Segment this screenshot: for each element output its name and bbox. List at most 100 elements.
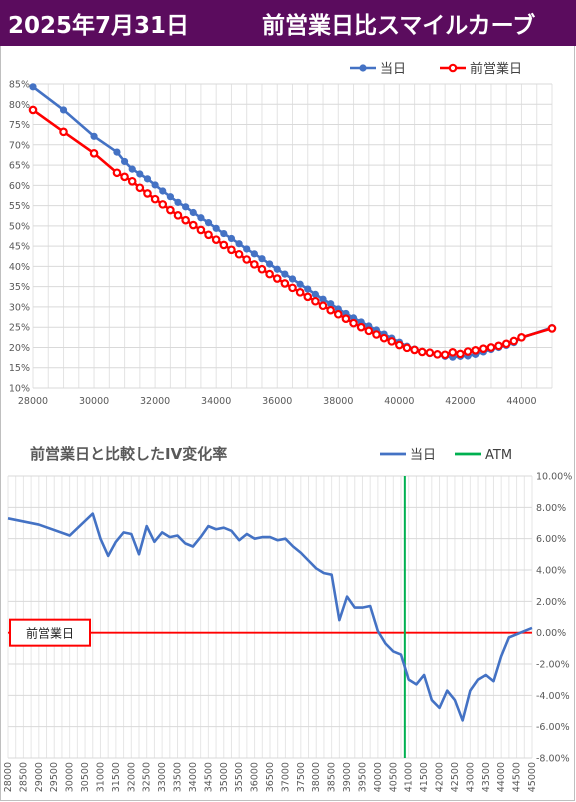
x-tick-label: 33000 (157, 762, 168, 792)
data-point (89, 149, 99, 158)
data-point (281, 270, 289, 278)
x-tick-label: 44000 (506, 396, 536, 407)
data-point (158, 200, 168, 209)
series-line-today (7, 512, 533, 722)
data-point (196, 225, 206, 235)
data-point (440, 350, 450, 360)
y-tick-label: 20% (9, 343, 30, 354)
x-tick-label: 36500 (265, 762, 276, 792)
data-point (395, 340, 404, 350)
x-tick-label: 30000 (79, 396, 109, 407)
data-point (304, 285, 312, 293)
y-tick-label: 75% (9, 120, 30, 131)
data-point (311, 290, 319, 298)
x-tick-label: 30000 (65, 762, 76, 792)
x-tick-label: 42000 (445, 396, 475, 407)
data-point (288, 275, 297, 283)
y-tick-label: 25% (9, 323, 30, 334)
report-title: 前営業日比スマイルカーブ (262, 13, 536, 39)
data-point (311, 296, 320, 306)
data-point (204, 219, 213, 227)
data-point (174, 198, 182, 206)
data-point (159, 187, 167, 195)
chart-title: 前営業日と比較したIV変化率 (30, 445, 227, 463)
data-point (181, 215, 190, 225)
data-point (227, 234, 236, 243)
legend-label: 当日 (410, 448, 436, 463)
data-point (188, 220, 198, 230)
data-point (272, 274, 282, 283)
y-tick-label: 0.00% (536, 628, 566, 639)
x-tick-label: 38000 (323, 396, 353, 407)
data-point (433, 350, 442, 359)
data-point (486, 343, 496, 352)
report-date: 2025年7月31日 (8, 13, 190, 39)
data-point (463, 347, 473, 356)
x-tick-label: 40500 (388, 762, 399, 792)
data-point (150, 194, 160, 204)
data-point (151, 181, 159, 189)
x-tick-label: 42500 (450, 762, 461, 792)
data-point (166, 193, 174, 201)
data-point (471, 346, 480, 355)
x-tick-label: 34500 (203, 762, 214, 792)
data-point (257, 264, 267, 274)
data-point (288, 283, 297, 293)
y-tick-label: 10.00% (536, 472, 572, 483)
data-point (349, 318, 358, 328)
data-point (250, 260, 259, 269)
x-tick-label: 42000 (435, 762, 446, 792)
y-tick-label: 4.00% (536, 566, 566, 577)
x-tick-label: 43000 (465, 762, 476, 792)
data-point (220, 229, 228, 238)
iv-change-chart: 前営業日と比較したIV変化率 -8.00% -6.00% -4.00% -2.00% 0.… (3, 445, 572, 792)
data-point (204, 230, 213, 240)
smile-curve-chart: 10% 15% 20% 25% 30% 35% 40% 45% 50% 55% 60% 65% 70% 7… (9, 61, 557, 407)
data-point (425, 348, 435, 358)
x-tick-label: 32500 (142, 762, 153, 792)
y-tick-label: 55% (9, 201, 30, 212)
x-tick-label: 41500 (419, 762, 430, 792)
series-line-0 (32, 85, 553, 359)
x-tick-label: 32000 (140, 396, 170, 407)
data-point (448, 348, 458, 357)
legend-marker (359, 64, 367, 72)
x-tick-label: 40000 (384, 396, 414, 407)
data-point (136, 170, 144, 178)
data-point (243, 245, 251, 253)
x-tick-label: 43500 (481, 762, 492, 792)
y-tick-label: 80% (9, 100, 30, 111)
data-point (120, 172, 129, 182)
x-tick-label: 36000 (262, 396, 292, 407)
y-tick-label: -2.00% (536, 660, 570, 671)
data-point (189, 208, 197, 217)
y-tick-label: 2.00% (536, 597, 566, 608)
x-tick-label: 39000 (342, 762, 353, 792)
data-point (372, 330, 381, 339)
data-point (327, 300, 335, 308)
data-point (212, 224, 220, 232)
data-point (59, 106, 68, 114)
data-point (319, 295, 327, 303)
x-tick-label: 40000 (373, 762, 384, 792)
header-banner: 2025年7月31日 前営業日比スマイルカーブ (0, 0, 576, 46)
legend-label: ATM (485, 448, 512, 463)
x-tick-label: 32000 (126, 762, 137, 792)
x-tick-label: 35000 (219, 762, 230, 792)
data-point (90, 132, 98, 140)
x-tick-label: 33500 (173, 762, 184, 792)
data-point (258, 255, 266, 263)
data-point (235, 240, 243, 248)
y-tick-label: -8.00% (536, 754, 570, 765)
chart-frame (0, 46, 575, 801)
x-tick-label: 38500 (327, 762, 338, 792)
x-tick-label: 39500 (357, 762, 368, 792)
legend-label: 当日 (380, 62, 406, 77)
data-point (135, 183, 145, 193)
data-point (295, 288, 305, 297)
x-tick-label: 37500 (296, 762, 307, 792)
x-tick-label: 36000 (250, 762, 261, 792)
y-tick-label: 45% (9, 242, 30, 253)
data-point (509, 336, 519, 346)
data-point (128, 165, 136, 173)
